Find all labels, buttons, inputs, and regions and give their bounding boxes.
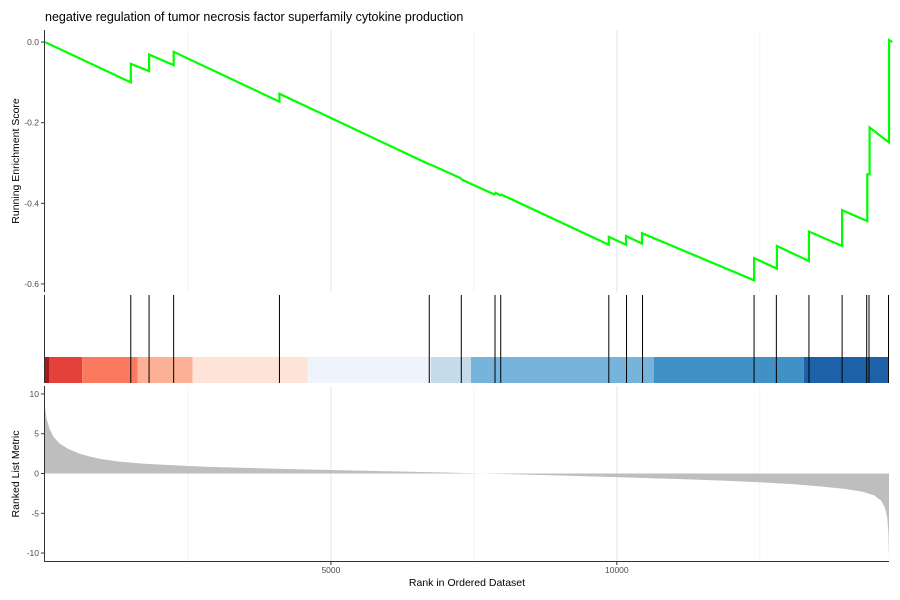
bottom-y-axis-label: Ranked List Metric: [10, 431, 22, 518]
bottom-y-ticks: 10 5 0 -5 -10: [27, 389, 44, 558]
x-ticks: 5000 10000: [321, 562, 629, 575]
rank-color-band: [803, 357, 889, 383]
ranked-metric-panel: 10 5 0 -5 -10 5000 10000 Ranked List Metric R…: [10, 386, 889, 589]
top-gridlines: [187, 30, 761, 292]
x-axis-label: Rank in Ordered Dataset: [409, 577, 525, 589]
rank-color-band: [430, 357, 472, 383]
bottom-y-tick-label: -5: [31, 508, 39, 518]
top-y-ticks: 0.0 -0.2 -0.4 -0.6: [24, 37, 44, 289]
x-tick-label: 10000: [605, 565, 629, 575]
rank-color-band: [653, 357, 804, 383]
chart-title: negative regulation of tumor necrosis fa…: [45, 10, 463, 24]
top-y-tick-label: 0.0: [27, 37, 39, 47]
top-y-tick-label: -0.6: [24, 279, 39, 289]
running-score-panel: 0.0 -0.2 -0.4 -0.6 Running Enrichment Score: [10, 30, 893, 292]
bottom-y-tick-label: -10: [27, 548, 40, 558]
rank-color-band: [49, 357, 83, 383]
x-tick-label: 5000: [321, 565, 340, 575]
rank-color-band: [82, 357, 138, 383]
top-y-axis-label: Running Enrichment Score: [10, 98, 22, 224]
bottom-y-tick-label: 0: [34, 469, 39, 479]
gene-hit-marks: [130, 295, 889, 383]
gene-hits-panel: [44, 295, 889, 383]
top-y-tick-label: -0.4: [24, 198, 39, 208]
running-enrichment-score-line: [44, 38, 893, 282]
top-y-tick-label: -0.2: [24, 118, 39, 128]
rank-color-bands: [45, 357, 889, 383]
bottom-y-tick-label: 5: [34, 429, 39, 439]
rank-color-band: [45, 357, 50, 383]
rank-color-band: [471, 357, 654, 383]
rank-color-band: [307, 357, 431, 383]
rank-color-band: [192, 357, 308, 383]
rank-color-band: [137, 357, 193, 383]
ranked-metric-area: [45, 407, 889, 560]
bottom-y-tick-label: 10: [30, 389, 40, 399]
